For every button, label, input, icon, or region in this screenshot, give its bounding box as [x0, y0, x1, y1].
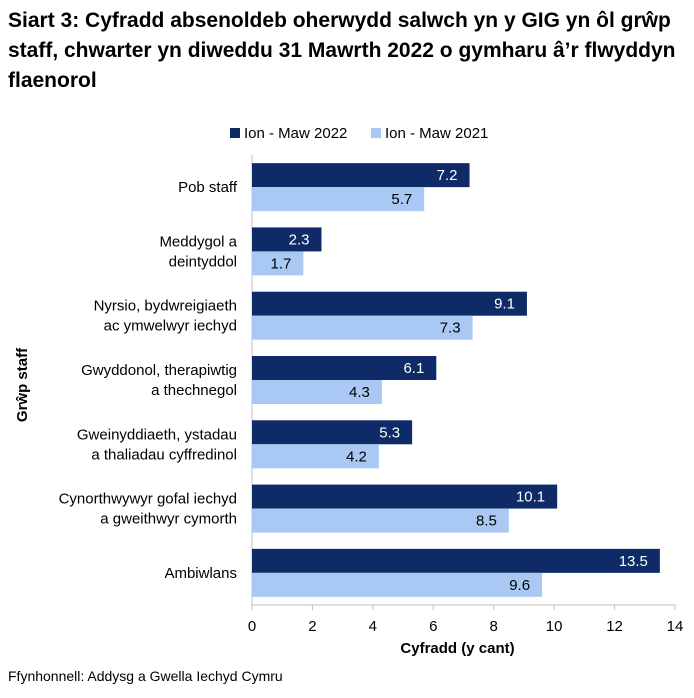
bar-series2	[252, 508, 509, 533]
data-label: 2.3	[289, 231, 310, 248]
data-label: 8.5	[476, 513, 497, 530]
bar-series1	[252, 227, 322, 252]
category-label: a thaliadau cyffredinol	[91, 446, 237, 463]
legend-label: Ion - Maw 2022	[244, 125, 347, 142]
bar-series1	[252, 484, 558, 509]
bar-series2	[252, 315, 473, 340]
x-tick-label: 2	[308, 618, 316, 635]
x-axis-title: Cyfradd (y cant)	[400, 640, 514, 657]
legend-swatch	[230, 128, 240, 138]
x-tick-label: 14	[667, 618, 684, 635]
data-label: 4.3	[349, 384, 370, 401]
data-label: 7.3	[440, 320, 461, 337]
data-label: 6.1	[403, 360, 424, 377]
bar-series1	[252, 356, 437, 380]
source-note: Ffynhonnell: Addysg a Gwella Iechyd Cymr…	[8, 668, 283, 684]
category-label: Pob staff	[178, 179, 238, 196]
data-label: 5.3	[379, 424, 400, 441]
bar-series2	[252, 380, 382, 404]
x-tick-label: 6	[429, 618, 437, 635]
x-tick-label: 0	[248, 618, 256, 635]
legend-swatch	[371, 128, 381, 138]
category-label: deintyddol	[169, 253, 237, 270]
data-label: 4.2	[346, 448, 367, 465]
data-label: 5.7	[391, 191, 412, 208]
bar-series1	[252, 291, 527, 316]
data-label: 9.6	[509, 577, 530, 594]
data-label: 10.1	[516, 489, 545, 506]
category-label: a thechnegol	[151, 382, 237, 399]
bar-series2	[252, 444, 379, 469]
bar-series2	[252, 572, 543, 597]
bar-series2	[252, 251, 304, 276]
bar-series1	[252, 548, 660, 573]
category-label: Gwyddonol, therapiwtig	[81, 362, 237, 379]
data-label: 13.5	[619, 553, 648, 570]
legend-label: Ion - Maw 2021	[385, 125, 488, 142]
bar-series1	[252, 420, 413, 445]
x-tick-label: 4	[369, 618, 377, 635]
bar-series2	[252, 187, 425, 212]
y-axis-title: Grŵp staff	[14, 347, 31, 422]
category-label: a gweithwyr cymorth	[100, 511, 237, 528]
x-tick-label: 10	[546, 618, 563, 635]
bar-series1	[252, 163, 470, 188]
category-label: ac ymwelwyr iechyd	[104, 318, 237, 335]
category-label: Nyrsio, bydwreigiaeth	[94, 298, 237, 315]
category-label: Gweinyddiaeth, ystadau	[77, 426, 237, 443]
x-tick-label: 12	[606, 618, 623, 635]
category-label: Ambiwlans	[164, 565, 237, 582]
category-label: Cynorthwywyr gofal iechyd	[59, 491, 237, 508]
data-label: 9.1	[494, 296, 515, 313]
category-label: Meddygol a	[159, 233, 237, 250]
x-tick-label: 8	[490, 618, 498, 635]
data-label: 1.7	[271, 255, 292, 272]
chart-title: Siart 3: Cyfradd absenoldeb oherwydd sal…	[8, 9, 676, 92]
data-label: 7.2	[437, 167, 458, 184]
